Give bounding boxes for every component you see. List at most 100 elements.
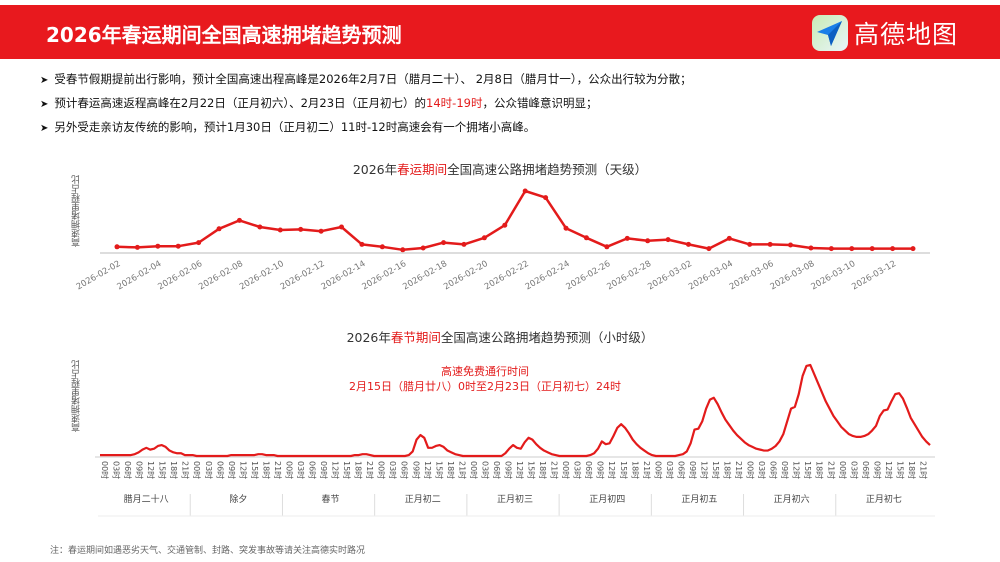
hour-tick-label: 18时 [354,461,364,479]
data-point [277,227,283,233]
data-point [808,245,814,251]
day-label: 正月初六 [774,493,810,505]
hour-tick-label: 15时 [895,461,905,479]
annotation-line-1: 高速免费通行时间 [441,365,529,378]
hour-tick-label: 12时 [792,461,802,479]
hour-tick-label: 18时 [815,461,825,479]
data-point [624,235,630,241]
data-point [767,241,773,247]
data-point [379,244,385,250]
hour-tick-label: 03时 [204,461,214,479]
x-tick-label: 2026-03-06 [728,259,776,292]
logo-text: 高德地图 [854,20,959,49]
data-point [318,228,324,234]
data-point [298,226,304,232]
hour-tick-label: 18时 [907,461,917,479]
data-point [543,195,549,201]
data-point [890,246,896,252]
data-point [134,244,140,250]
x-tick-label: 2026-03-12 [850,259,898,292]
hour-tick-label: 00时 [100,461,110,479]
hour-tick-label: 09时 [411,461,421,479]
hour-tick-label: 06时 [676,461,686,479]
hour-tick-label: 03时 [849,461,859,479]
hour-tick-label: 21时 [550,461,560,479]
data-point [910,246,916,252]
bullet-text: 14时-19时 [426,96,483,110]
hour-tick-label: 12时 [146,461,156,479]
data-point [665,237,671,243]
x-tick-label: 2026-02-14 [320,259,368,292]
bullet-item: ➤ 另外受走亲访友传统的影响，预计1月30日（正月初二）11时-12时高速会有一个… [40,118,692,142]
header-bar: 2026年春运期间全国高速拥堵趋势预测 高德地图 [0,5,1000,59]
x-tick-label: 2026-03-10 [809,259,857,292]
daily-chart: 2026-02-022026-02-042026-02-062026-02-08… [75,188,930,292]
paper-plane-icon [812,15,848,51]
hour-tick-label: 12时 [699,461,709,479]
bullet-text: 另外受走亲访友传统的影响，预计1月30日（正月初二）11时-12时高速会有一个拥… [54,120,536,134]
hour-tick-label: 06时 [492,461,502,479]
hour-tick-label: 09时 [227,461,237,479]
hour-tick-label: 18时 [723,461,733,479]
hour-tick-label: 06时 [769,461,779,479]
x-tick-label: 2026-02-28 [605,259,653,292]
x-tick-label: 2026-02-08 [197,259,245,292]
hour-tick-label: 00时 [746,461,756,479]
x-tick-label: 2026-02-16 [360,259,408,292]
data-point [747,241,753,247]
day-label: 春节 [322,493,340,505]
day-label: 正月初七 [866,493,902,505]
data-point [788,242,794,248]
hour-tick-label: 21时 [734,461,744,479]
data-point [604,244,610,250]
data-point [461,241,467,247]
footnote: 注：春运期间如遇恶劣天气、交通管制、封路、突发事故等请关注高德实时路况 [50,546,366,556]
day-label: 正月初五 [681,493,717,505]
x-tick-label: 2026-02-22 [483,259,531,292]
hour-tick-label: 03时 [573,461,583,479]
bullet-text: 预计春运高速返程高峰在2月22日（正月初六）、2月23日（正月初七）的 [54,96,427,110]
hour-tick-label: 09时 [688,461,698,479]
data-point [583,235,589,241]
hour-tick-label: 00时 [377,461,387,479]
hour-tick-label: 00时 [192,461,202,479]
hour-tick-label: 03时 [112,461,122,479]
hour-tick-label: 21时 [918,461,928,479]
hour-tick-label: 21时 [642,461,652,479]
hour-tick-label: 00时 [653,461,663,479]
data-point [481,235,487,241]
data-point [359,241,365,247]
hour-tick-label: 21时 [457,461,467,479]
chart2-title: 2026年春节期间全国高速公路拥堵趋势预测（小时级） [346,330,654,345]
hour-tick-label: 12时 [238,461,248,479]
amap-logo: 高德地图 [812,15,958,51]
hour-tick-label: 15时 [527,461,537,479]
hour-tick-label: 15时 [803,461,813,479]
x-tick-label: 2026-03-02 [646,259,694,292]
series-line [116,189,913,252]
hour-tick-label: 03时 [388,461,398,479]
data-point [339,224,345,230]
data-point [522,188,528,194]
data-point [155,243,161,249]
hour-tick-label: 03时 [296,461,306,479]
data-point [685,241,691,247]
hour-tick-label: 15时 [342,461,352,479]
hour-tick-label: 00时 [284,461,294,479]
data-point [175,243,181,249]
data-point [645,238,651,244]
data-point [849,246,855,252]
page-title: 2026年春运期间全国高速拥堵趋势预测 [46,23,402,47]
hour-tick-label: 21时 [826,461,836,479]
annotation-line-2: 2月15日（腊月廿八）0时至2月23日（正月初七）24时 [349,380,621,393]
hour-tick-label: 06时 [584,461,594,479]
hour-tick-label: 18时 [169,461,179,479]
hour-tick-label: 12时 [607,461,617,479]
hour-tick-label: 18时 [538,461,548,479]
x-tick-label: 2026-02-12 [279,259,327,292]
hour-tick-label: 00时 [469,461,479,479]
x-tick-label: 2026-02-18 [401,259,449,292]
data-point [400,247,406,253]
